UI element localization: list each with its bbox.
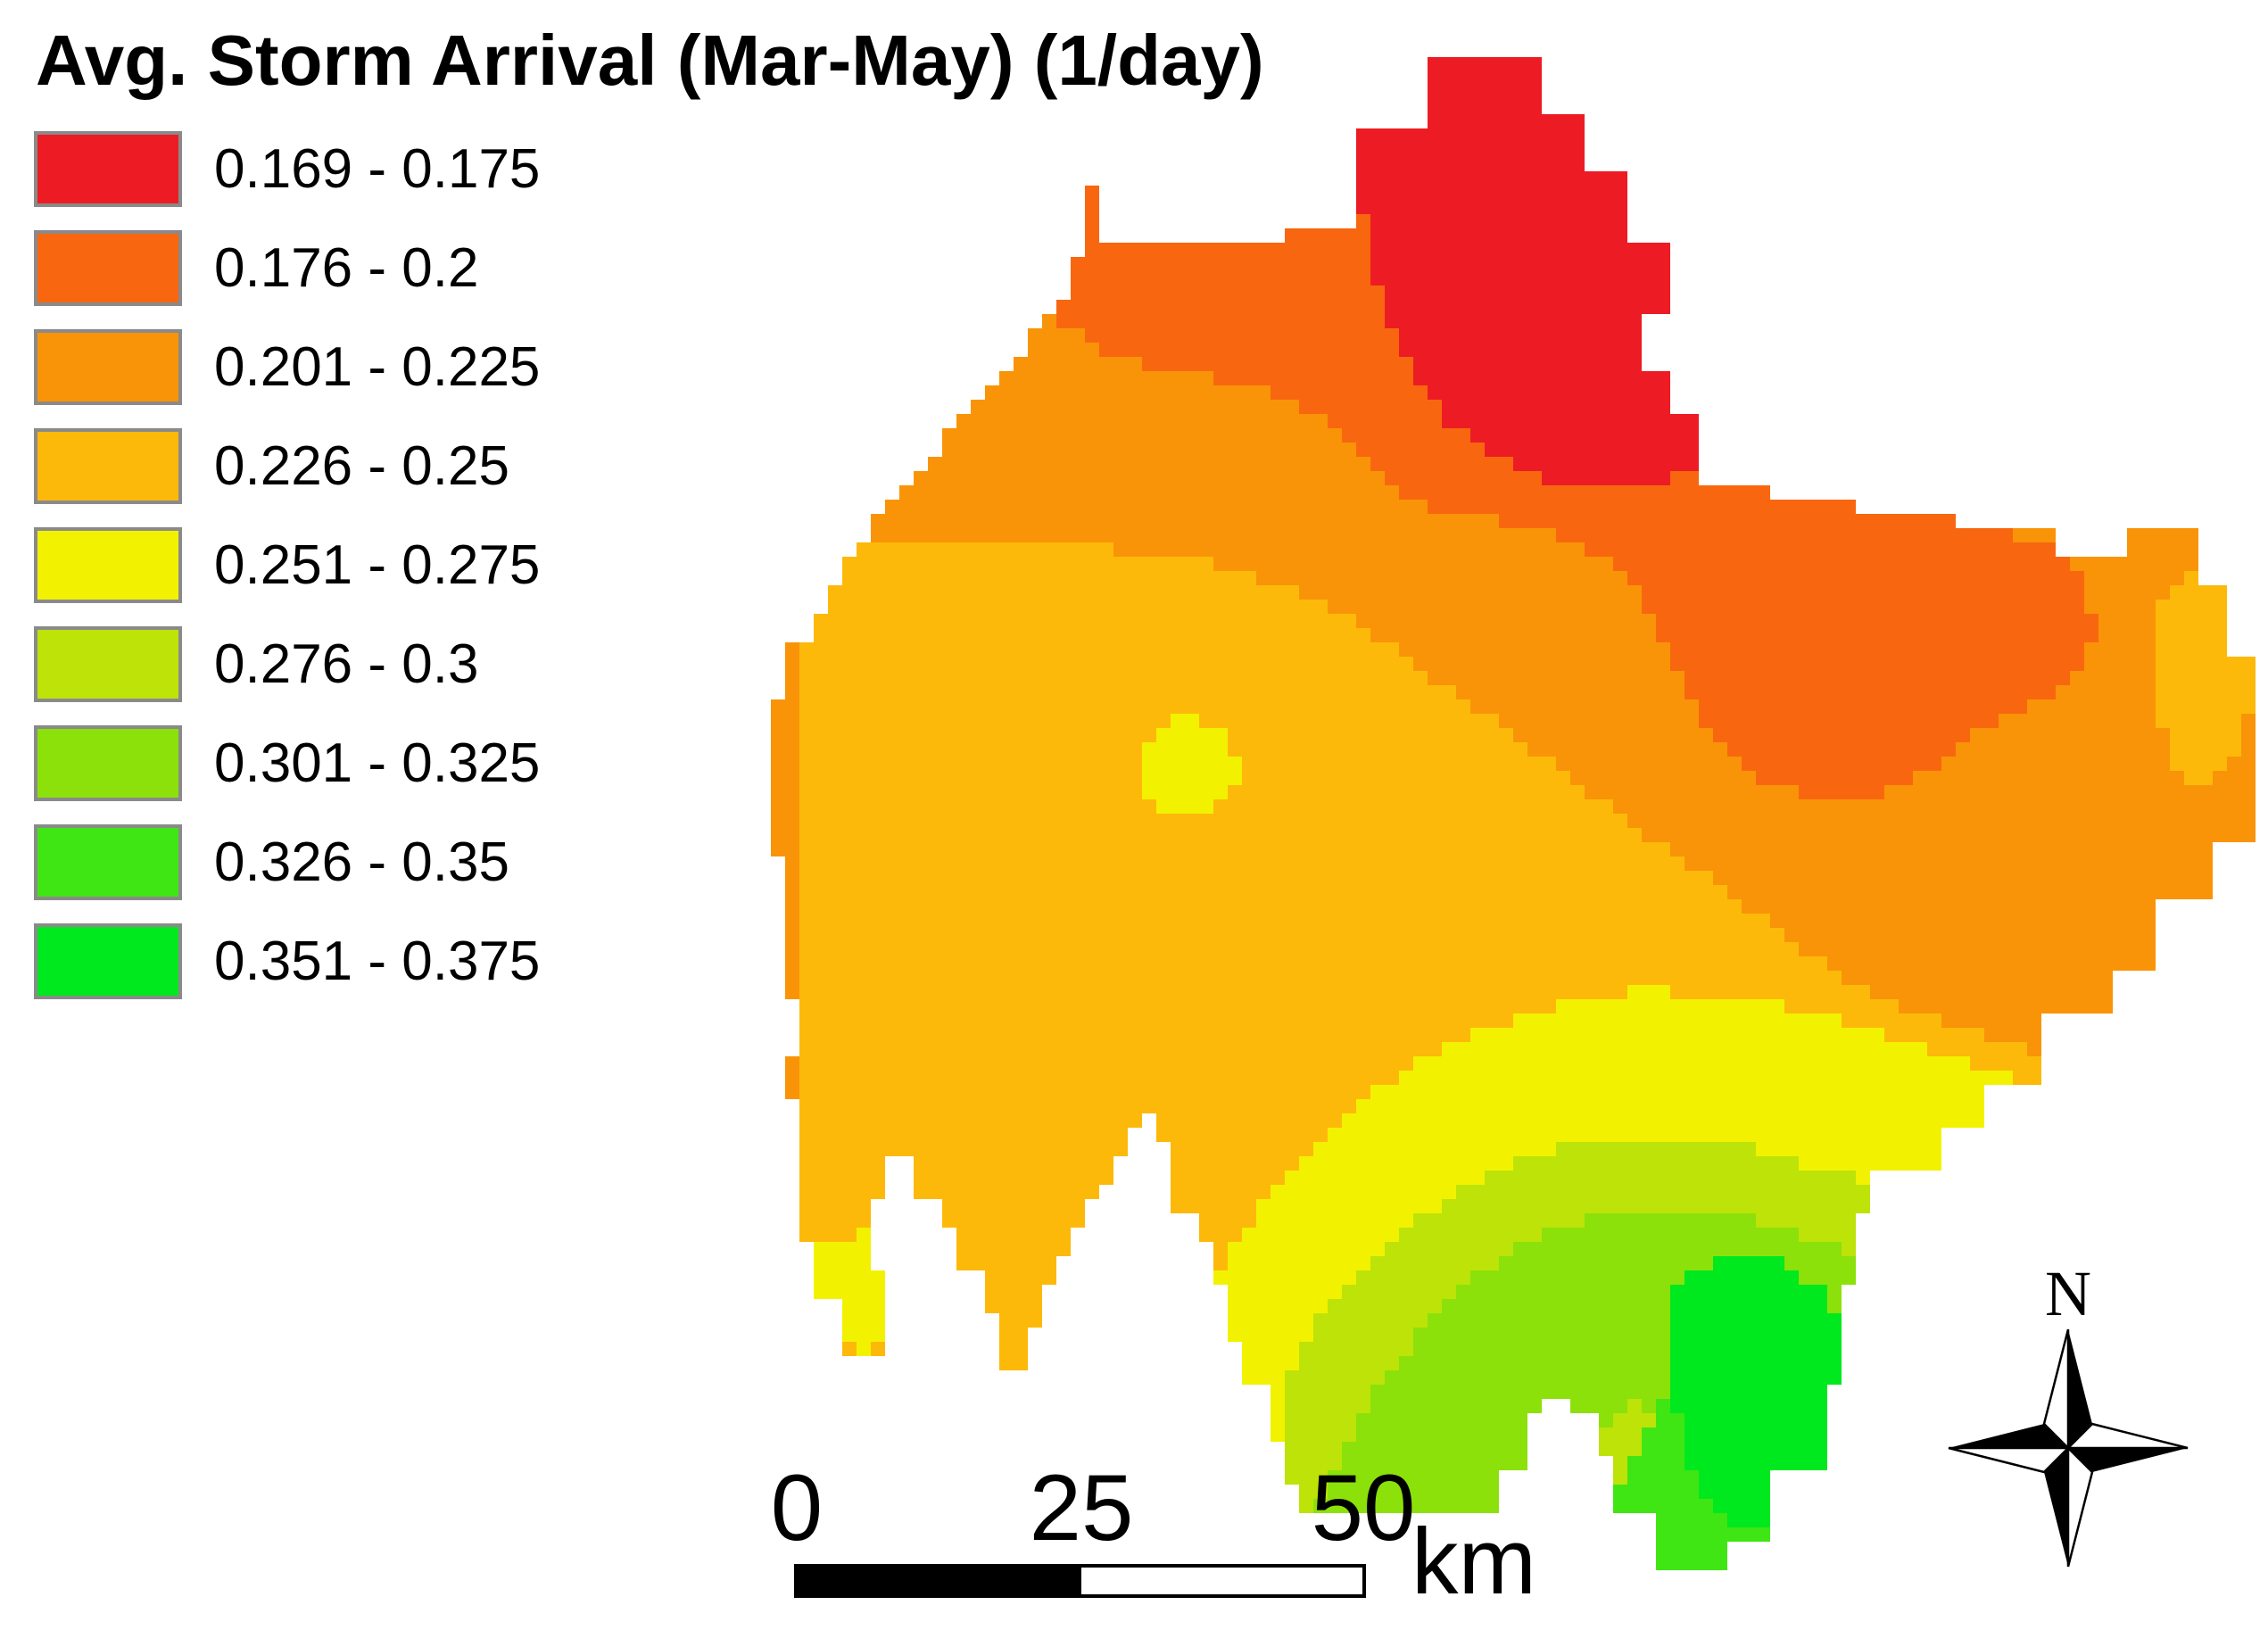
compass-north-point-icon xyxy=(2042,1328,2070,1452)
north-label: N xyxy=(2045,1258,2091,1329)
legend-label: 0.169 - 0.175 xyxy=(214,138,541,200)
scale-bar-track xyxy=(794,1564,1366,1598)
compass-south-point-icon xyxy=(2044,1448,2068,1567)
legend-label: 0.301 - 0.325 xyxy=(214,732,541,794)
legend-label: 0.176 - 0.2 xyxy=(214,237,479,299)
legend-label: 0.351 - 0.375 xyxy=(214,931,541,992)
compass-south-point-icon xyxy=(2066,1444,2094,1568)
scale-tick-50: 50 xyxy=(1311,1456,1416,1560)
legend-item: 0.351 - 0.375 xyxy=(34,923,837,999)
page-title: Avg. Storm Arrival (Mar-May) (1/day) xyxy=(36,21,1264,100)
legend-swatch-orange-red xyxy=(34,230,182,306)
legend-item: 0.176 - 0.2 xyxy=(34,230,837,306)
legend-item: 0.301 - 0.325 xyxy=(34,725,837,801)
legend-label: 0.276 - 0.3 xyxy=(214,633,479,695)
legend-item: 0.326 - 0.35 xyxy=(34,824,837,900)
legend-label: 0.251 - 0.275 xyxy=(214,534,541,596)
legend-swatch-green-yellow xyxy=(34,725,182,801)
compass-west-point-icon xyxy=(1948,1446,2072,1474)
legend-item: 0.169 - 0.175 xyxy=(34,131,837,207)
legend-swatch-yellow xyxy=(34,527,182,603)
compass-east-point-icon xyxy=(2068,1448,2188,1472)
legend-swatch-red xyxy=(34,131,182,207)
north-arrow: N xyxy=(1948,1258,2189,1568)
legend-item: 0.201 - 0.225 xyxy=(34,329,837,405)
scale-tick-25: 25 xyxy=(1029,1456,1134,1560)
legend-swatch-orange xyxy=(34,329,182,405)
legend-swatch-yellow-green xyxy=(34,626,182,702)
compass-west-point-icon xyxy=(1949,1424,2068,1448)
legend-item: 0.251 - 0.275 xyxy=(34,527,837,603)
scale-bar-filled-half xyxy=(798,1568,1081,1594)
legend-swatch-green xyxy=(34,824,182,900)
legend-label: 0.226 - 0.25 xyxy=(214,435,509,497)
legend-label: 0.326 - 0.35 xyxy=(214,832,509,893)
scale-tick-0: 0 xyxy=(770,1456,824,1560)
legend-item: 0.226 - 0.25 xyxy=(34,428,837,504)
compass-east-point-icon xyxy=(2065,1422,2189,1450)
compass-north-point-icon xyxy=(2068,1329,2092,1448)
legend-swatch-bright-green xyxy=(34,923,182,999)
legend-label: 0.201 - 0.225 xyxy=(214,336,541,398)
legend-item: 0.276 - 0.3 xyxy=(34,626,837,702)
scale-unit-label: km xyxy=(1411,1510,1536,1614)
legend-swatch-amber xyxy=(34,428,182,504)
